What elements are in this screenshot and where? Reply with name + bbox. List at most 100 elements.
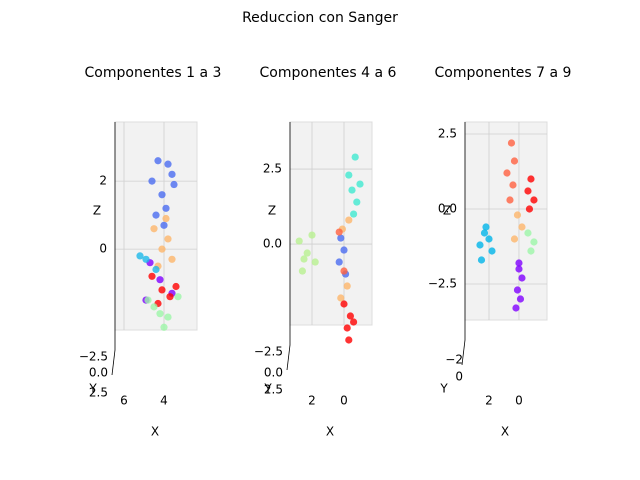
- subplot: 2 0 2.5 0.0 −2.5 −2 0 Componentes 7 a 9 X Y Z: [428, 65, 572, 439]
- point: [148, 272, 156, 280]
- point: [164, 313, 172, 321]
- x-tick-label: 0: [340, 394, 348, 408]
- point: [488, 247, 496, 255]
- figure-title: Reduccion con Sanger: [242, 10, 398, 26]
- z-tick-label: −2.5: [428, 277, 457, 291]
- y-tick-label: 2.5: [264, 383, 283, 397]
- z-tick-label: 0.0: [438, 202, 457, 216]
- x-tick-label: 2: [308, 394, 316, 408]
- y-tick-label: 0.0: [264, 366, 283, 380]
- y-axis-label: Y: [439, 382, 448, 396]
- z-axis-label: Z: [93, 204, 101, 218]
- point: [164, 160, 172, 168]
- subplot: 2 0 2.5 0.0 −2.5 0.0 2.5 Componentes 4 a 6 X Y Z: [254, 65, 397, 439]
- y-axis: [111, 349, 116, 376]
- point: [353, 198, 361, 206]
- point: [158, 245, 166, 253]
- point: [476, 241, 484, 249]
- point: [506, 196, 514, 204]
- point: [480, 229, 489, 237]
- point: [509, 181, 517, 189]
- point: [154, 157, 162, 165]
- point: [172, 282, 180, 291]
- point: [503, 169, 511, 177]
- point: [152, 211, 160, 219]
- point: [136, 252, 144, 260]
- point: [168, 170, 176, 178]
- point: [158, 191, 166, 199]
- point: [346, 312, 354, 320]
- point: [162, 204, 170, 212]
- point: [510, 157, 519, 165]
- point: [524, 187, 532, 195]
- x-tick-label: 6: [120, 394, 128, 408]
- point: [513, 211, 522, 219]
- point: [482, 223, 490, 231]
- y-tick-label: −2.5: [79, 350, 108, 364]
- point: [512, 304, 520, 312]
- subplot-title: Componentes 7 a 9: [435, 65, 572, 81]
- pane: [464, 121, 548, 321]
- point: [300, 255, 308, 263]
- z-tick-label: 0: [99, 242, 107, 256]
- z-tick-label: 2.5: [438, 127, 457, 141]
- point: [144, 296, 152, 304]
- point: [345, 216, 353, 224]
- x-axis-label: X: [501, 425, 509, 439]
- point: [340, 267, 348, 275]
- point: [356, 180, 364, 188]
- y-tick-label: 0: [455, 370, 463, 384]
- point: [335, 228, 343, 236]
- x-tick-label: 2: [485, 394, 493, 408]
- point: [510, 235, 519, 243]
- y-axis-label: Y: [263, 382, 272, 396]
- point: [527, 247, 535, 255]
- y-axis: [461, 339, 466, 366]
- x-tick-label: 4: [160, 394, 168, 408]
- point: [477, 256, 486, 264]
- x-axis-label: X: [151, 425, 159, 439]
- y-tick-label: 0.0: [89, 366, 108, 380]
- point: [162, 214, 170, 223]
- point: [515, 259, 523, 267]
- point: [303, 249, 311, 257]
- point: [525, 205, 534, 213]
- point: [148, 177, 156, 185]
- point: [530, 196, 538, 204]
- point: [348, 186, 356, 194]
- point: [337, 234, 345, 242]
- point: [156, 276, 164, 284]
- point: [168, 255, 176, 263]
- z-axis-label: Z: [268, 204, 276, 218]
- point: [160, 221, 168, 229]
- point: [340, 246, 348, 254]
- point: [174, 293, 182, 301]
- z-tick-label: 2.5: [263, 162, 282, 176]
- z-axis-label: Z: [443, 204, 451, 218]
- point: [518, 274, 526, 282]
- z-tick-label: 2: [99, 174, 107, 188]
- point: [350, 318, 358, 326]
- y-axis-label: Y: [88, 382, 97, 396]
- point: [311, 258, 319, 266]
- point: [160, 323, 168, 331]
- point: [343, 324, 351, 332]
- y-tick-label: 2.5: [89, 386, 108, 400]
- point: [170, 180, 178, 189]
- point: [164, 235, 172, 243]
- pane: [289, 121, 373, 326]
- point: [150, 225, 158, 233]
- subplot-title: Componentes 4 a 6: [260, 65, 397, 81]
- point: [150, 303, 158, 311]
- y-axis: [286, 344, 291, 371]
- point: [337, 294, 345, 302]
- point: [345, 336, 353, 344]
- x-tick-label: 0: [515, 394, 523, 408]
- x-axis-label: X: [326, 425, 334, 439]
- subplot: 6 4 2 0 −2.5 0.0 2.5 Componentes 1 a 3 X Y Z: [79, 65, 222, 439]
- point: [295, 237, 303, 245]
- point: [507, 139, 516, 147]
- point: [350, 210, 358, 218]
- point: [335, 258, 343, 266]
